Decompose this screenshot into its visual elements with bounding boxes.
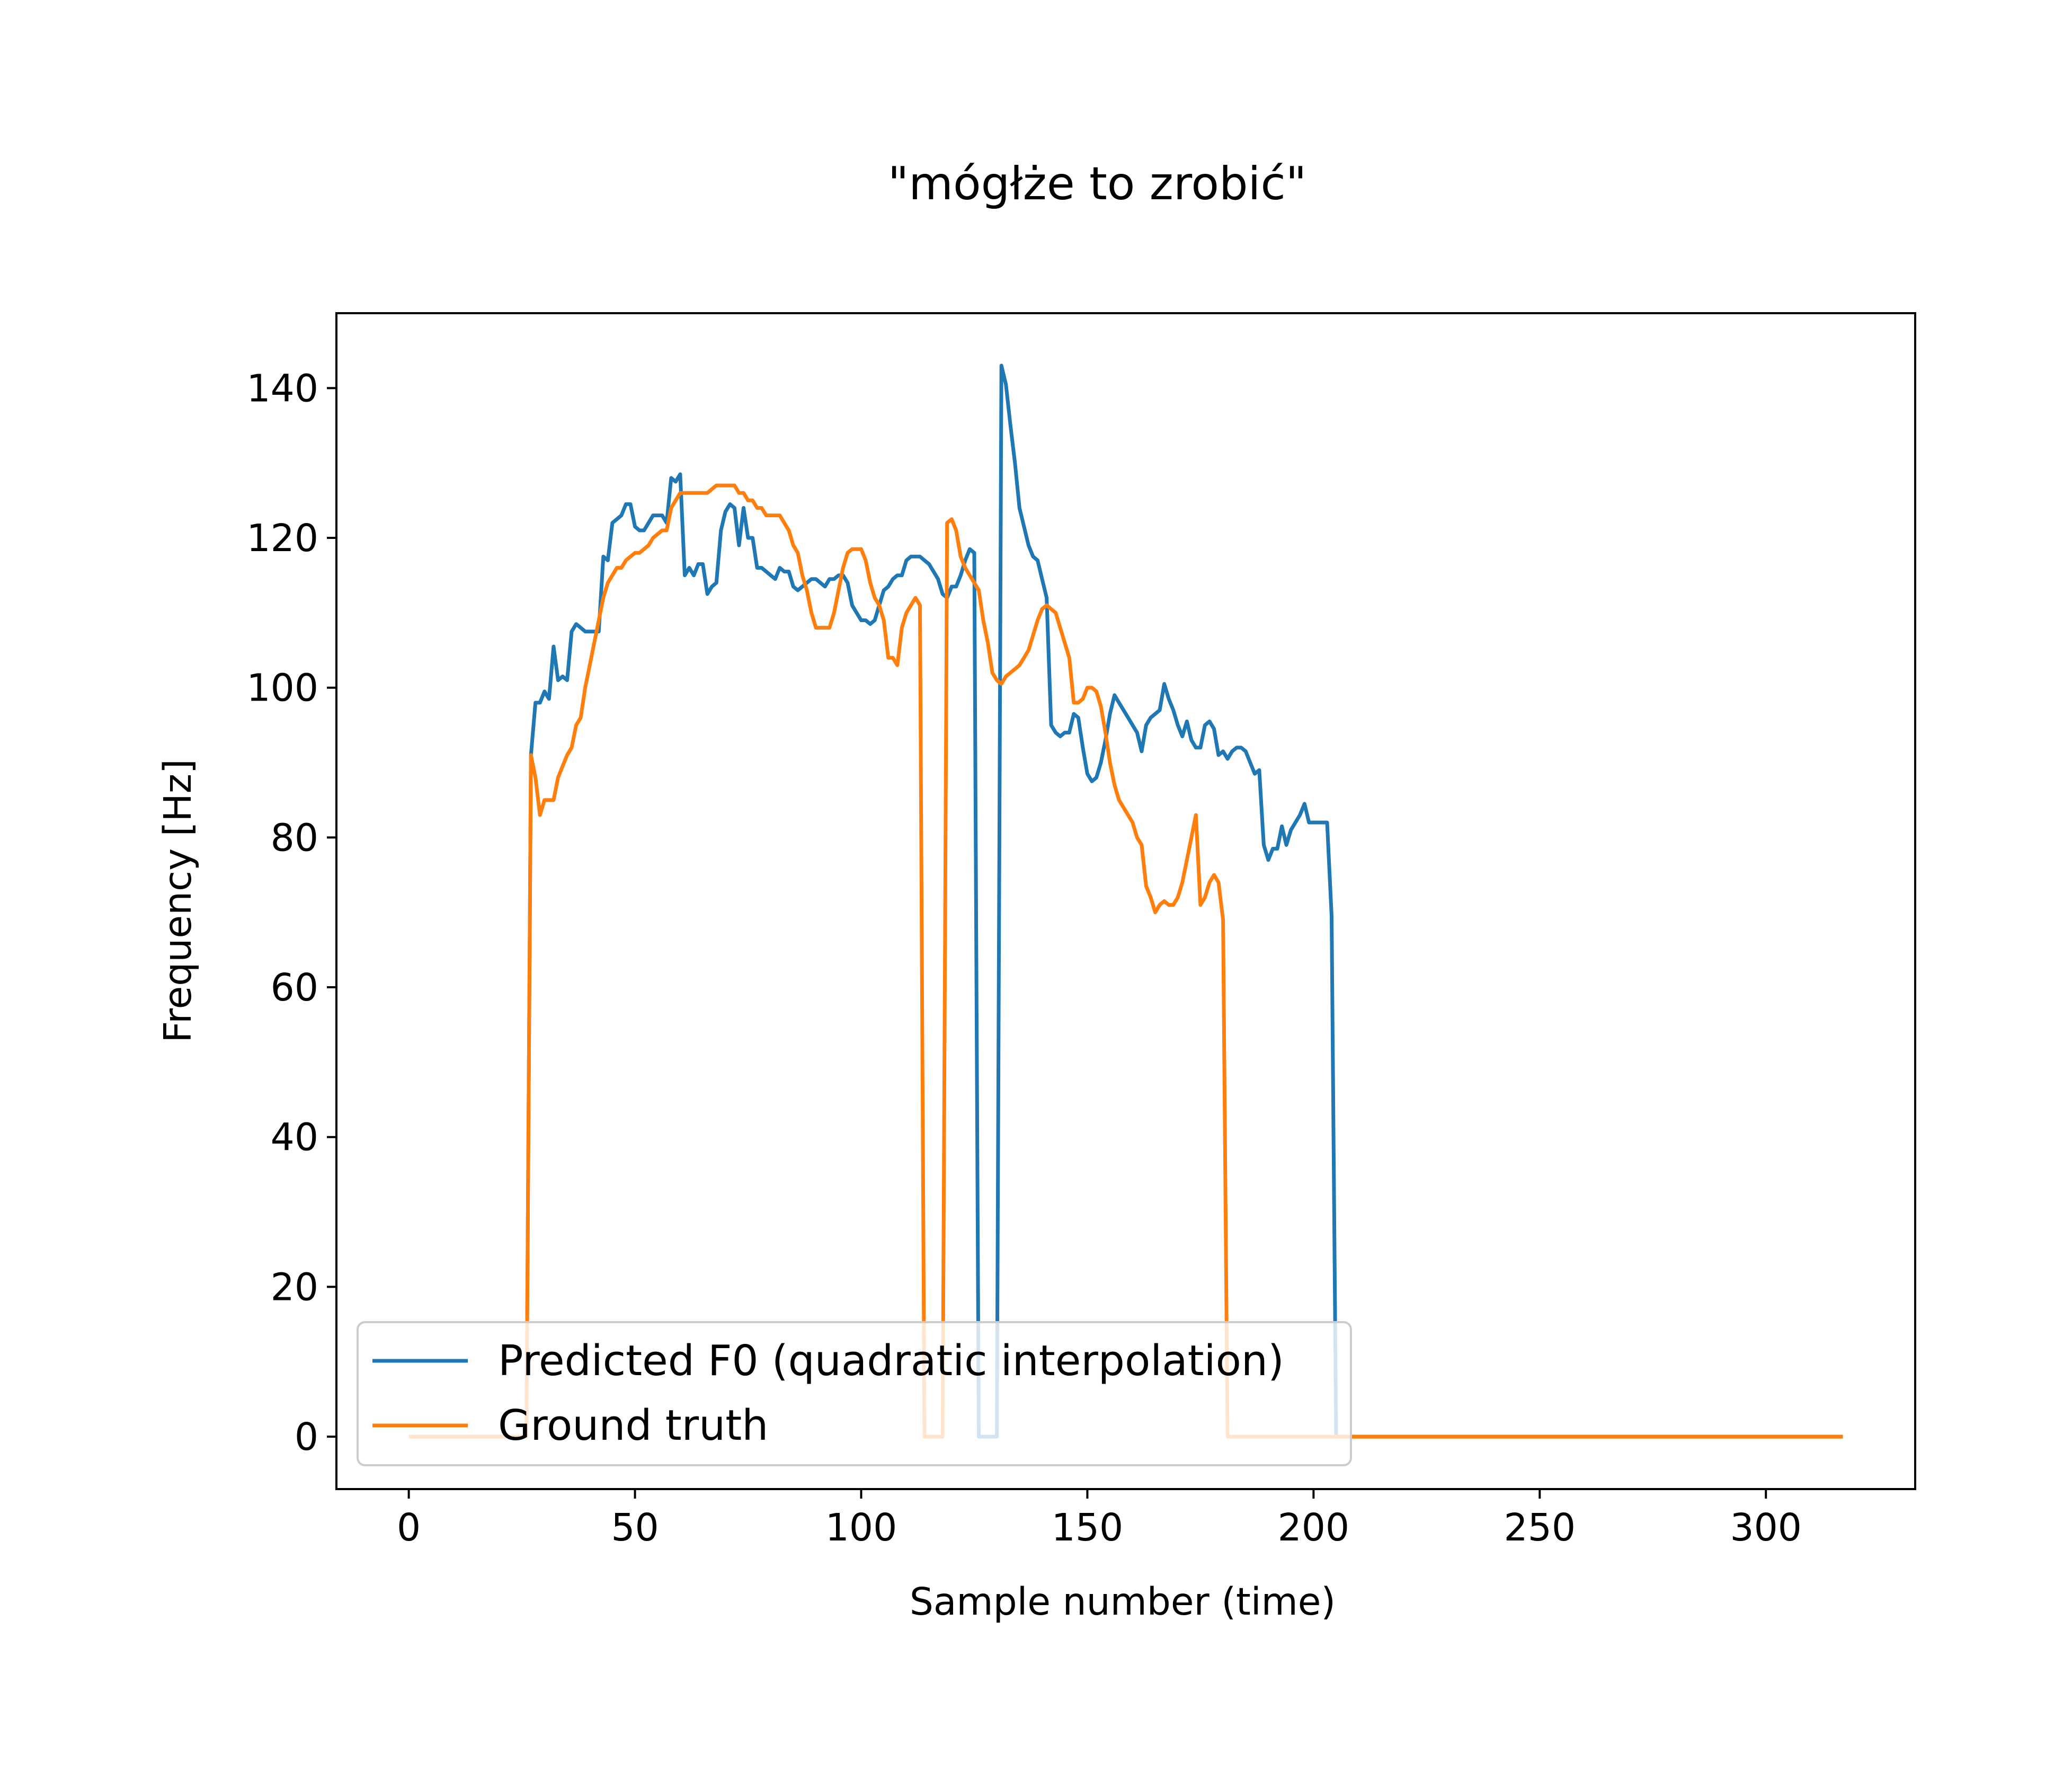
y-tick-label: 80	[271, 816, 318, 860]
legend-label-predicted: Predicted F0 (quadratic interpolation)	[498, 1336, 1284, 1385]
y-tick-label: 100	[246, 666, 318, 710]
legend-label-ground-truth: Ground truth	[498, 1401, 768, 1450]
x-axis-label: Sample number (time)	[910, 1580, 1336, 1624]
series-line-ground-truth	[408, 483, 1843, 1439]
y-tick-label: 140	[246, 366, 318, 410]
x-tick-label: 50	[611, 1506, 659, 1549]
x-tick-label: 200	[1278, 1506, 1350, 1549]
x-tick-label: 0	[397, 1506, 421, 1549]
y-tick-label: 120	[246, 516, 318, 560]
chart-title: "mógłże to zrobić"	[888, 157, 1307, 210]
series-line-predicted	[408, 364, 1843, 1439]
y-tick-label: 0	[295, 1415, 318, 1459]
x-tick-label: 300	[1730, 1506, 1802, 1549]
plot-frame	[335, 312, 1916, 1490]
y-tick-label: 40	[271, 1115, 318, 1159]
plot-lines	[408, 364, 1843, 1439]
legend: Predicted F0 (quadratic interpolation) G…	[357, 1321, 1352, 1466]
y-tick-label: 60	[271, 966, 318, 1009]
y-tick-label: 20	[271, 1265, 318, 1309]
x-axis-ticks: 0 50 100 150 200 250 300	[397, 1489, 1802, 1549]
legend-box	[357, 1321, 1352, 1466]
y-axis-ticks: 0 20 40 60 80 100 120 140	[246, 366, 336, 1459]
x-tick-label: 150	[1052, 1506, 1124, 1549]
x-tick-label: 100	[825, 1506, 897, 1549]
y-axis-label: Frequency [Hz]	[156, 759, 200, 1042]
x-tick-label: 250	[1504, 1506, 1576, 1549]
